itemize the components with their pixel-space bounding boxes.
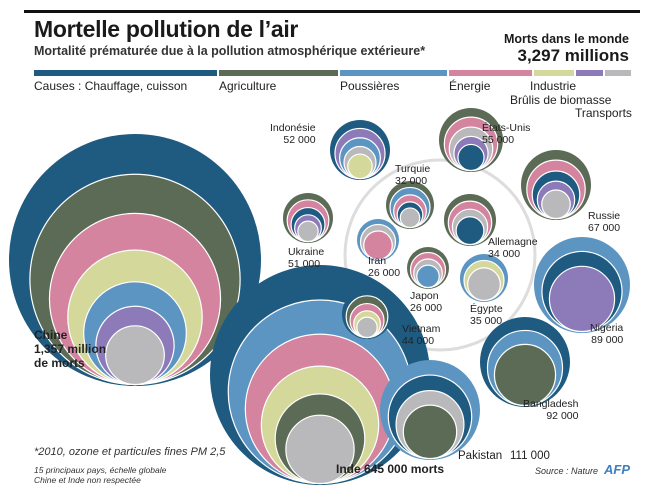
- bubble-chine: [9, 134, 261, 386]
- label-chine-name: Chine: [34, 328, 68, 342]
- label-pakistan-value: 111 000: [510, 450, 550, 462]
- country-name: Nigeria: [590, 322, 624, 334]
- country-deaths: 51 000: [288, 258, 321, 270]
- country-deaths: 26 000: [410, 302, 443, 314]
- bubble-layer-transport: [285, 414, 355, 485]
- bubble-layer-transport: [356, 316, 378, 339]
- bubble-pakistan: [380, 360, 480, 460]
- label-chine-value: 1,357 million: [34, 342, 107, 356]
- scale-note-2: Chine et Inde non respectée: [34, 475, 141, 485]
- country-deaths: 32 000: [395, 175, 428, 187]
- label-iran: Iran 26 000: [368, 255, 400, 279]
- cause-bar-energy: [449, 70, 532, 76]
- cause-label: Causes : Chauffage, cuisson: [34, 79, 188, 93]
- cause-bar-transport: [605, 70, 631, 76]
- label-chine-suffix: de morts: [34, 356, 85, 370]
- top-rule: [24, 10, 640, 13]
- scale-note-1: 15 principaux pays, échelle globale: [34, 465, 167, 475]
- label-états-unis: États-Unis 55 000: [482, 122, 530, 146]
- bubble-ukraine: [283, 193, 333, 243]
- country-deaths: 67 000: [588, 222, 621, 234]
- bubble-layer-heating: [457, 143, 485, 172]
- bubble-layer-transport: [467, 267, 501, 302]
- subtitle: Mortalité prématurée due à la pollution …: [34, 44, 426, 58]
- bubble-indonésie: [330, 120, 390, 180]
- bubble-turquie: [386, 181, 434, 229]
- bubble-nigeria: [534, 237, 630, 333]
- bubble-layer-dust: [416, 264, 440, 289]
- bubble-japon: [407, 247, 449, 289]
- afp-logo: AFP: [604, 462, 630, 477]
- country-name: Iran: [368, 255, 387, 267]
- cause-bar-industry: [534, 70, 574, 76]
- cause-label: Énergie: [449, 79, 491, 93]
- bubble-égypte: [460, 254, 508, 302]
- country-name: Turquie: [395, 163, 431, 175]
- country-deaths: 92 000: [546, 410, 579, 422]
- bubble-états-unis: [439, 108, 503, 172]
- bubble-layer-transport: [105, 325, 165, 386]
- bubble-layer-agriculture: [402, 404, 458, 460]
- cause-label: Brûlis de biomasse: [510, 93, 612, 107]
- cause-bar-dust: [340, 70, 447, 76]
- bubble-layer-energy: [363, 230, 393, 261]
- cause-label: Agriculture: [219, 79, 277, 93]
- label-inde: Inde 645 000 morts: [336, 462, 445, 476]
- label-nigeria: Nigeria 89 000: [590, 322, 623, 346]
- bubble-layer-heating: [455, 216, 485, 246]
- bubble-vietnam: [342, 289, 392, 339]
- country-deaths: 52 000: [283, 134, 316, 146]
- bubble-layer-transport: [399, 207, 421, 229]
- bubble-layer-transport: [541, 189, 571, 220]
- label-bangladesh: Bangladesh 92 000: [523, 398, 578, 422]
- country-name: Égypte: [470, 303, 503, 315]
- country-name: Bangladesh: [523, 398, 579, 410]
- footnote: *2010, ozone et particules fines PM 2,5: [34, 446, 226, 458]
- world-deaths-label: Morts dans le monde: [503, 32, 629, 46]
- bubble-iran: [357, 219, 399, 261]
- bubble-layer-industry: [347, 153, 373, 180]
- country-name: Ukraine: [288, 246, 325, 258]
- bubble-layer-agriculture: [493, 343, 557, 407]
- source: Source : Nature: [535, 466, 599, 476]
- label-japon: Japon 26 000: [410, 290, 442, 314]
- country-deaths: 44 000: [402, 335, 435, 347]
- bubble-allemagne: [444, 194, 496, 246]
- bubble-russie: [521, 150, 591, 220]
- bubble-layer-transport: [297, 220, 319, 243]
- country-name: Japon: [410, 290, 439, 302]
- bubble-inde: [210, 265, 430, 485]
- label-allemagne: Allemagne 34 000: [488, 236, 538, 260]
- country-name: Vietnam: [402, 323, 441, 335]
- label-indonésie: Indonésie 52 000: [270, 122, 316, 146]
- world-deaths-value: 3,297 millions: [517, 46, 630, 65]
- cause-label: Transports: [575, 106, 632, 120]
- label-pakistan-name: Pakistan: [458, 450, 503, 462]
- label-turquie: Turquie 32 000: [395, 163, 430, 187]
- label-russie: Russie 67 000: [588, 210, 620, 234]
- country-deaths: 34 000: [488, 248, 521, 260]
- country-deaths: 89 000: [591, 334, 624, 346]
- country-name: Allemagne: [488, 236, 538, 248]
- country-name: Indonésie: [270, 122, 316, 134]
- country-deaths: 55 000: [482, 134, 515, 146]
- label-égypte: Égypte 35 000: [470, 303, 503, 327]
- cause-label: Poussières: [340, 79, 400, 93]
- cause-label: Industrie: [530, 79, 577, 93]
- label-ukraine: Ukraine 51 000: [288, 246, 324, 270]
- country-deaths: 26 000: [368, 267, 401, 279]
- country-deaths: 35 000: [470, 315, 503, 327]
- bubble-layer-biomass: [548, 265, 616, 333]
- label-vietnam: Vietnam 44 000: [402, 323, 440, 347]
- bubble-bangladesh: [480, 317, 570, 407]
- cause-bar-agriculture: [219, 70, 338, 76]
- country-name: Russie: [588, 210, 621, 222]
- cause-bar-heating: [34, 70, 217, 76]
- country-name: États-Unis: [482, 122, 531, 134]
- cause-bar-biomass: [576, 70, 603, 76]
- connector-ring: [343, 158, 537, 352]
- page-title: Mortelle pollution de l’air: [34, 16, 299, 42]
